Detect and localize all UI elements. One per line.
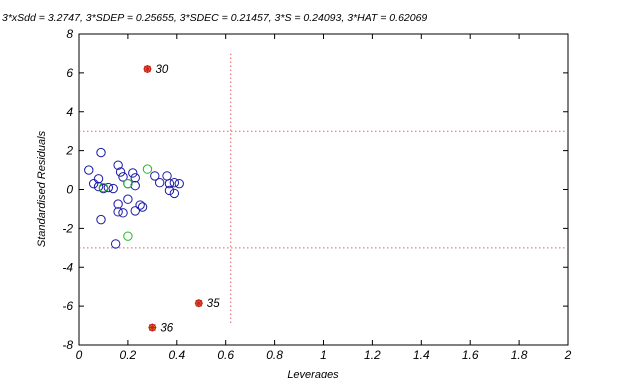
data-point — [130, 173, 140, 183]
y-tick-label: 4 — [66, 105, 73, 119]
data-point — [164, 178, 175, 189]
data-point — [93, 174, 104, 184]
reference-lines — [79, 53, 568, 324]
x-tick-label: 1.6 — [462, 348, 479, 362]
data-point — [113, 160, 123, 170]
y-tick-label: 0 — [66, 183, 73, 197]
data-point — [88, 178, 99, 189]
y-axis-label: Standardised Residuals — [36, 130, 48, 247]
x-tick-label: 1.8 — [511, 348, 528, 362]
data-point — [150, 171, 160, 181]
y-tick-label: -2 — [62, 221, 73, 235]
x-tick-label: 0.2 — [120, 348, 137, 362]
x-axis-label: Leverages — [287, 369, 339, 378]
data-point — [130, 180, 140, 191]
plot-area — [78, 33, 569, 346]
data-point — [137, 202, 148, 212]
data-point — [128, 168, 138, 178]
data-point — [98, 182, 109, 193]
x-tick-label: 1 — [320, 348, 327, 362]
data-point — [169, 177, 180, 188]
x-tick-label: 0 — [76, 348, 83, 362]
data-point — [113, 199, 123, 209]
data-point — [154, 177, 165, 188]
data-point — [118, 208, 128, 218]
data-point — [96, 214, 106, 225]
y-tick-label: -4 — [62, 260, 73, 274]
data-points: 30 35 36 — [84, 64, 220, 335]
data-point — [123, 231, 133, 241]
x-tick-label: 0.6 — [217, 348, 234, 362]
x-axis: 0 0.2 0.4 0.6 0.8 1 1.2 1.4 1.6 1.8 2 — [76, 34, 572, 362]
outlier-label: 35 — [207, 298, 220, 310]
data-point — [123, 194, 133, 204]
x-tick-label: 0.8 — [266, 348, 283, 362]
outlier-label: 30 — [155, 64, 168, 76]
data-point — [115, 167, 126, 177]
data-point — [164, 185, 175, 196]
data-point — [84, 165, 94, 175]
data-point — [110, 239, 121, 249]
x-tick-label: 0.4 — [168, 348, 185, 362]
x-tick-label: 1.2 — [364, 348, 381, 362]
data-point — [113, 207, 123, 217]
data-point — [123, 178, 133, 189]
data-point — [96, 147, 106, 158]
y-tick-label: 8 — [66, 27, 73, 41]
data-point — [108, 183, 118, 194]
data-point — [174, 178, 184, 189]
data-point — [142, 164, 153, 174]
data-point — [118, 172, 128, 182]
outlier-label: 36 — [160, 323, 173, 335]
y-tick-label: -8 — [62, 338, 73, 352]
y-tick-label: -6 — [62, 299, 73, 313]
x-tick-label: 1.4 — [413, 348, 430, 362]
data-point — [130, 206, 140, 216]
data-point — [103, 182, 114, 193]
outlier-marker — [194, 299, 203, 308]
y-axis: 8 6 4 2 0 -2 -4 -6 -8 — [62, 27, 568, 352]
data-point — [169, 188, 180, 199]
x-tick-label: 2 — [564, 348, 572, 362]
data-point — [135, 200, 145, 210]
y-tick-label: 6 — [66, 66, 73, 80]
data-point — [93, 181, 104, 192]
y-tick-label: 2 — [65, 144, 73, 158]
chart-title: 3*xSdd = 3.2747, 3*SDEP = 0.25655, 3*SDE… — [2, 12, 427, 24]
outlier-marker — [148, 323, 157, 332]
outlier-marker — [143, 64, 152, 73]
